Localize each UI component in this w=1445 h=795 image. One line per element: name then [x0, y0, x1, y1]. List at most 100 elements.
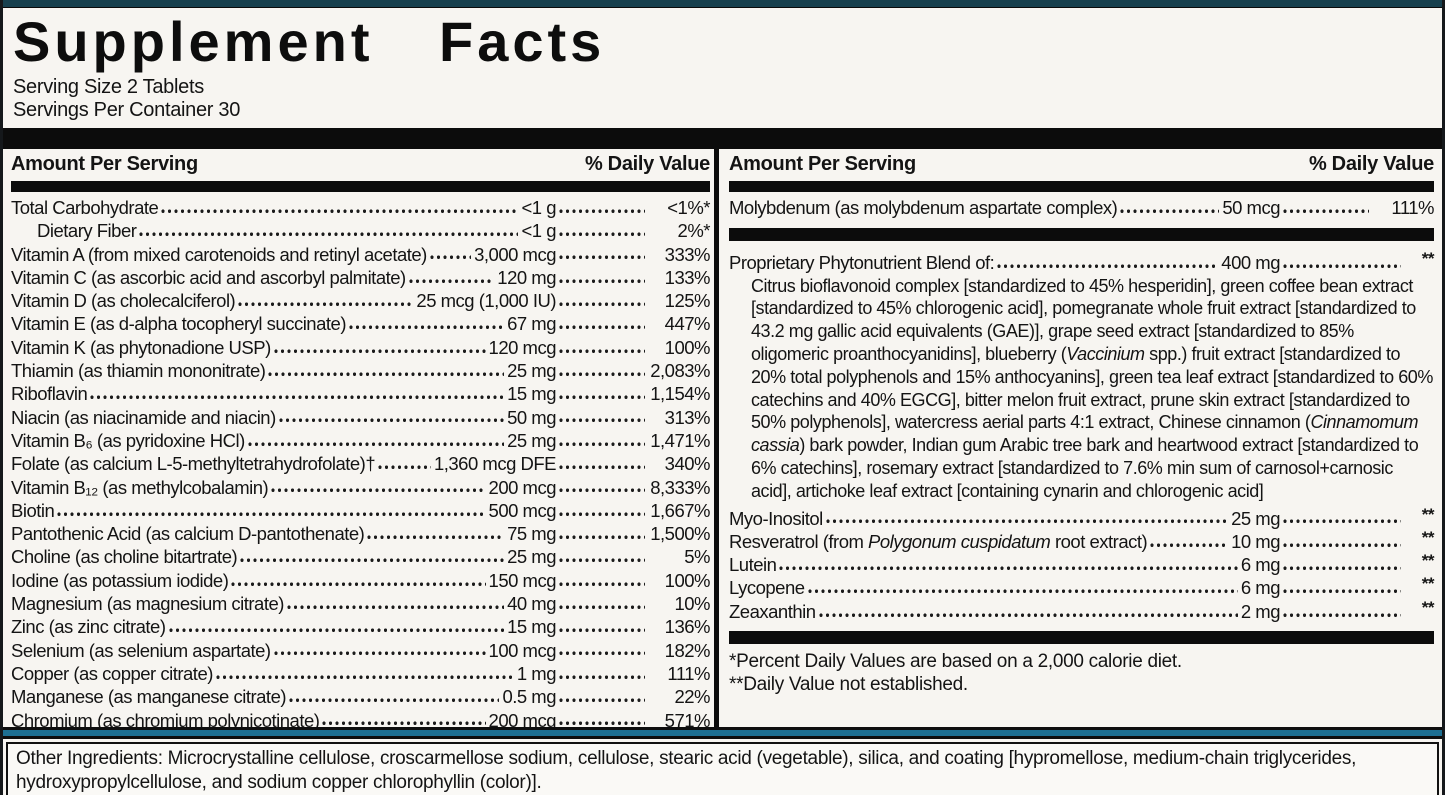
nutrient-name: Vitamin A (from mixed carotenoids and re…	[11, 243, 427, 265]
nutrient-daily-value: **	[1421, 527, 1435, 547]
nutrient-name: Zinc (as zinc citrate)	[11, 616, 166, 638]
nutrient-row: Biotin 500 mcg 1,667%	[11, 498, 711, 523]
nutrient-daily-value: 313%	[664, 406, 711, 428]
nutrient-amount: <1 g	[521, 220, 556, 242]
dot-leader	[559, 685, 645, 709]
nutrient-daily-value: 125%	[664, 290, 711, 312]
column-header-left: Amount Per Serving % Daily Value	[11, 149, 710, 181]
dot-leader	[559, 452, 645, 476]
nutrient-daily-value: 22%	[674, 686, 710, 708]
blend-description: Citrus bioflavonoid complex [standardize…	[751, 275, 1433, 501]
nutrient-row: Pantothenic Acid (as calcium D-pantothen…	[11, 522, 711, 546]
dot-leader	[378, 452, 431, 476]
nutrient-name: Vitamin E (as d-alpha tocopheryl succina…	[11, 313, 346, 335]
nutrient-daily-value: 447%	[664, 313, 711, 335]
nutrient-row: Lutein 6 mg **	[729, 551, 1435, 577]
nutrient-row: Vitamin D (as cholecalciferol) 25 mcg (1…	[11, 289, 711, 313]
dot-leader	[559, 498, 645, 523]
nutrient-daily-value: 340%	[664, 453, 711, 475]
nutrient-daily-value: 5%	[684, 546, 710, 568]
nutrient-row: Dietary Fiber <1 g 2%*	[11, 219, 711, 243]
nutrient-name: Proprietary Phytonutrient Blend of:	[729, 252, 995, 274]
nutrient-name: Dietary Fiber	[37, 220, 137, 242]
nutrient-amount: 0.5 mg	[502, 686, 556, 708]
dot-leader	[559, 568, 645, 593]
nutrient-row: Folate (as calcium L-5-methyltetrahydrof…	[11, 452, 711, 476]
nutrient-daily-value: 182%	[664, 639, 711, 661]
thick-divider-bar	[3, 128, 1442, 149]
nutrient-rows-right-top: Molybdenum (as molybdenum aspartate comp…	[729, 192, 1435, 220]
nutrient-amount: 6 mg	[1240, 554, 1281, 576]
dot-leader	[559, 405, 645, 429]
dot-leader	[559, 242, 645, 266]
nutrient-row: Vitamin B₆ (as pyridoxine HCl) 25 mg 1,4…	[11, 428, 711, 453]
dot-leader	[559, 312, 645, 336]
nutrient-name: Manganese (as manganese citrate)	[11, 686, 287, 708]
nutrient-daily-value: 100%	[664, 336, 711, 358]
nutrient-amount: 6 mg	[1240, 577, 1281, 599]
dot-leader	[57, 498, 486, 523]
nutrient-name: Vitamin B₁₂ (as methylcobalamin)	[11, 476, 269, 498]
nutrient-row: Vitamin C (as ascorbic acid and ascorbyl…	[11, 265, 711, 290]
dot-leader	[825, 506, 1229, 530]
nutrient-amount: 120 mg	[497, 266, 556, 288]
nutrient-daily-value: 333%	[664, 243, 711, 265]
nutrient-daily-value: <1%*	[667, 197, 710, 218]
dot-leader	[322, 708, 486, 727]
nutrient-daily-value: 1,667%	[650, 499, 710, 521]
dot-leader	[408, 265, 495, 290]
dot-leader	[1283, 529, 1401, 554]
nutrient-daily-value: 111%	[1391, 197, 1434, 218]
servings-per-container: Servings Per Container 30	[13, 99, 241, 121]
nutrient-amount: 500 mcg	[488, 499, 557, 521]
dot-leader	[807, 576, 1238, 600]
right-column: Amount Per Serving % Daily Value Molybde…	[719, 149, 1442, 727]
dot-leader	[559, 661, 645, 686]
amount-per-serving-heading: Amount Per Serving	[11, 153, 198, 175]
dot-leader	[559, 592, 645, 616]
dot-leader	[1283, 576, 1401, 600]
top-border-strip	[3, 0, 1442, 8]
nutrient-amount: 400 mg	[1221, 252, 1280, 274]
nutrient-row: Manganese (as manganese citrate) 0.5 mg …	[11, 685, 711, 709]
column-divider	[714, 149, 719, 727]
nutrient-amount: 15 mg	[507, 616, 556, 638]
nutrient-name: Zeaxanthin	[729, 600, 816, 622]
nutrient-name: Thiamin (as thiamin mononitrate)	[11, 360, 266, 382]
dot-leader	[559, 289, 645, 313]
dot-leader	[1283, 251, 1401, 275]
nutrient-amount: 25 mg	[507, 360, 556, 382]
blend-header-row: Proprietary Phytonutrient Blend of: 400 …	[729, 247, 1435, 275]
nutrient-row: Thiamin (as thiamin mononitrate) 25 mg 2…	[11, 359, 711, 383]
other-ingredients: Other Ingredients: Microcrystalline cell…	[6, 742, 1439, 795]
footnote-daily-values: *Percent Daily Values are based on a 2,0…	[729, 651, 1182, 673]
nutrient-name: Vitamin D (as cholecalciferol)	[11, 290, 236, 312]
dot-leader	[348, 312, 505, 336]
nutrient-daily-value: 136%	[664, 616, 711, 638]
dot-leader	[168, 615, 505, 639]
nutrient-daily-value: 1,471%	[650, 429, 710, 451]
dot-leader	[215, 661, 514, 686]
nutrient-daily-value: 1,500%	[650, 523, 710, 545]
page-title: Supplement Facts	[13, 10, 606, 73]
dot-leader	[559, 545, 645, 569]
nutrient-amount: 200 mcg	[488, 709, 557, 727]
dot-leader	[273, 335, 486, 360]
dot-leader	[559, 428, 645, 453]
nutrient-amount: 25 mcg (1,000 IU)	[416, 290, 556, 312]
nutrient-amount: 200 mcg	[488, 476, 557, 498]
dot-leader	[559, 335, 645, 360]
dot-leader	[1283, 599, 1401, 624]
nutrient-amount: 25 mg	[1231, 507, 1280, 529]
nutrient-amount: 50 mcg	[1222, 197, 1280, 218]
nutrient-daily-value: 2,083%	[650, 360, 710, 382]
nutrient-name: Copper (as copper citrate)	[11, 662, 213, 684]
dot-leader	[559, 382, 645, 406]
nutrient-daily-value: 10%	[674, 593, 710, 615]
dot-leader	[559, 196, 645, 220]
nutrient-row: Resveratrol (from Polygonum cuspidatum r…	[729, 528, 1435, 554]
nutrient-daily-value: 571%	[664, 709, 711, 727]
nutrient-amount: 100 mcg	[488, 639, 557, 661]
nutrient-amount: <1 g	[521, 197, 556, 218]
